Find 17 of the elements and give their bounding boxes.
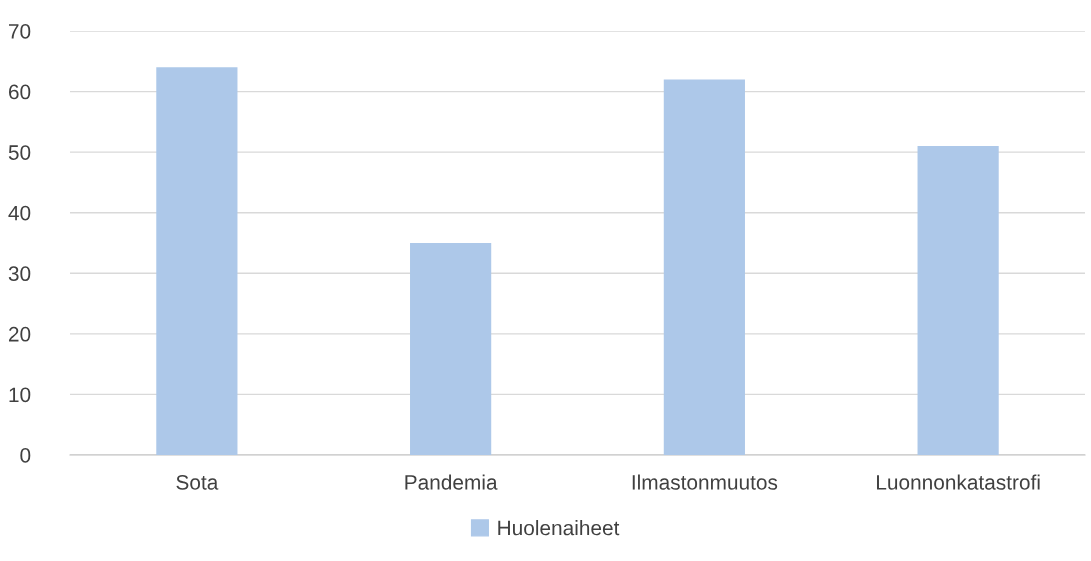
bar — [663, 79, 745, 455]
y-tick-label: 0 — [20, 448, 31, 463]
y-tick-label: 60 — [9, 84, 31, 100]
x-tick-label: Sota — [176, 474, 219, 490]
bar — [917, 146, 999, 455]
legend-label: Huolenaiheet — [498, 520, 620, 536]
y-tick-label: 50 — [8, 145, 31, 160]
y-tick-label: 10 — [9, 387, 31, 403]
x-tick-label: Luonnonkatastrofi — [877, 474, 1040, 490]
y-tick-label: 40 — [8, 205, 31, 221]
bar — [410, 243, 492, 455]
bar — [156, 67, 238, 455]
y-tick-label: 30 — [8, 266, 31, 282]
x-tick-label: Ilmastonmuutos — [632, 474, 778, 490]
y-tick-label: 20 — [8, 326, 31, 342]
y-tick-label: 70 — [9, 24, 31, 39]
x-tick-label: Pandemia — [405, 474, 498, 490]
